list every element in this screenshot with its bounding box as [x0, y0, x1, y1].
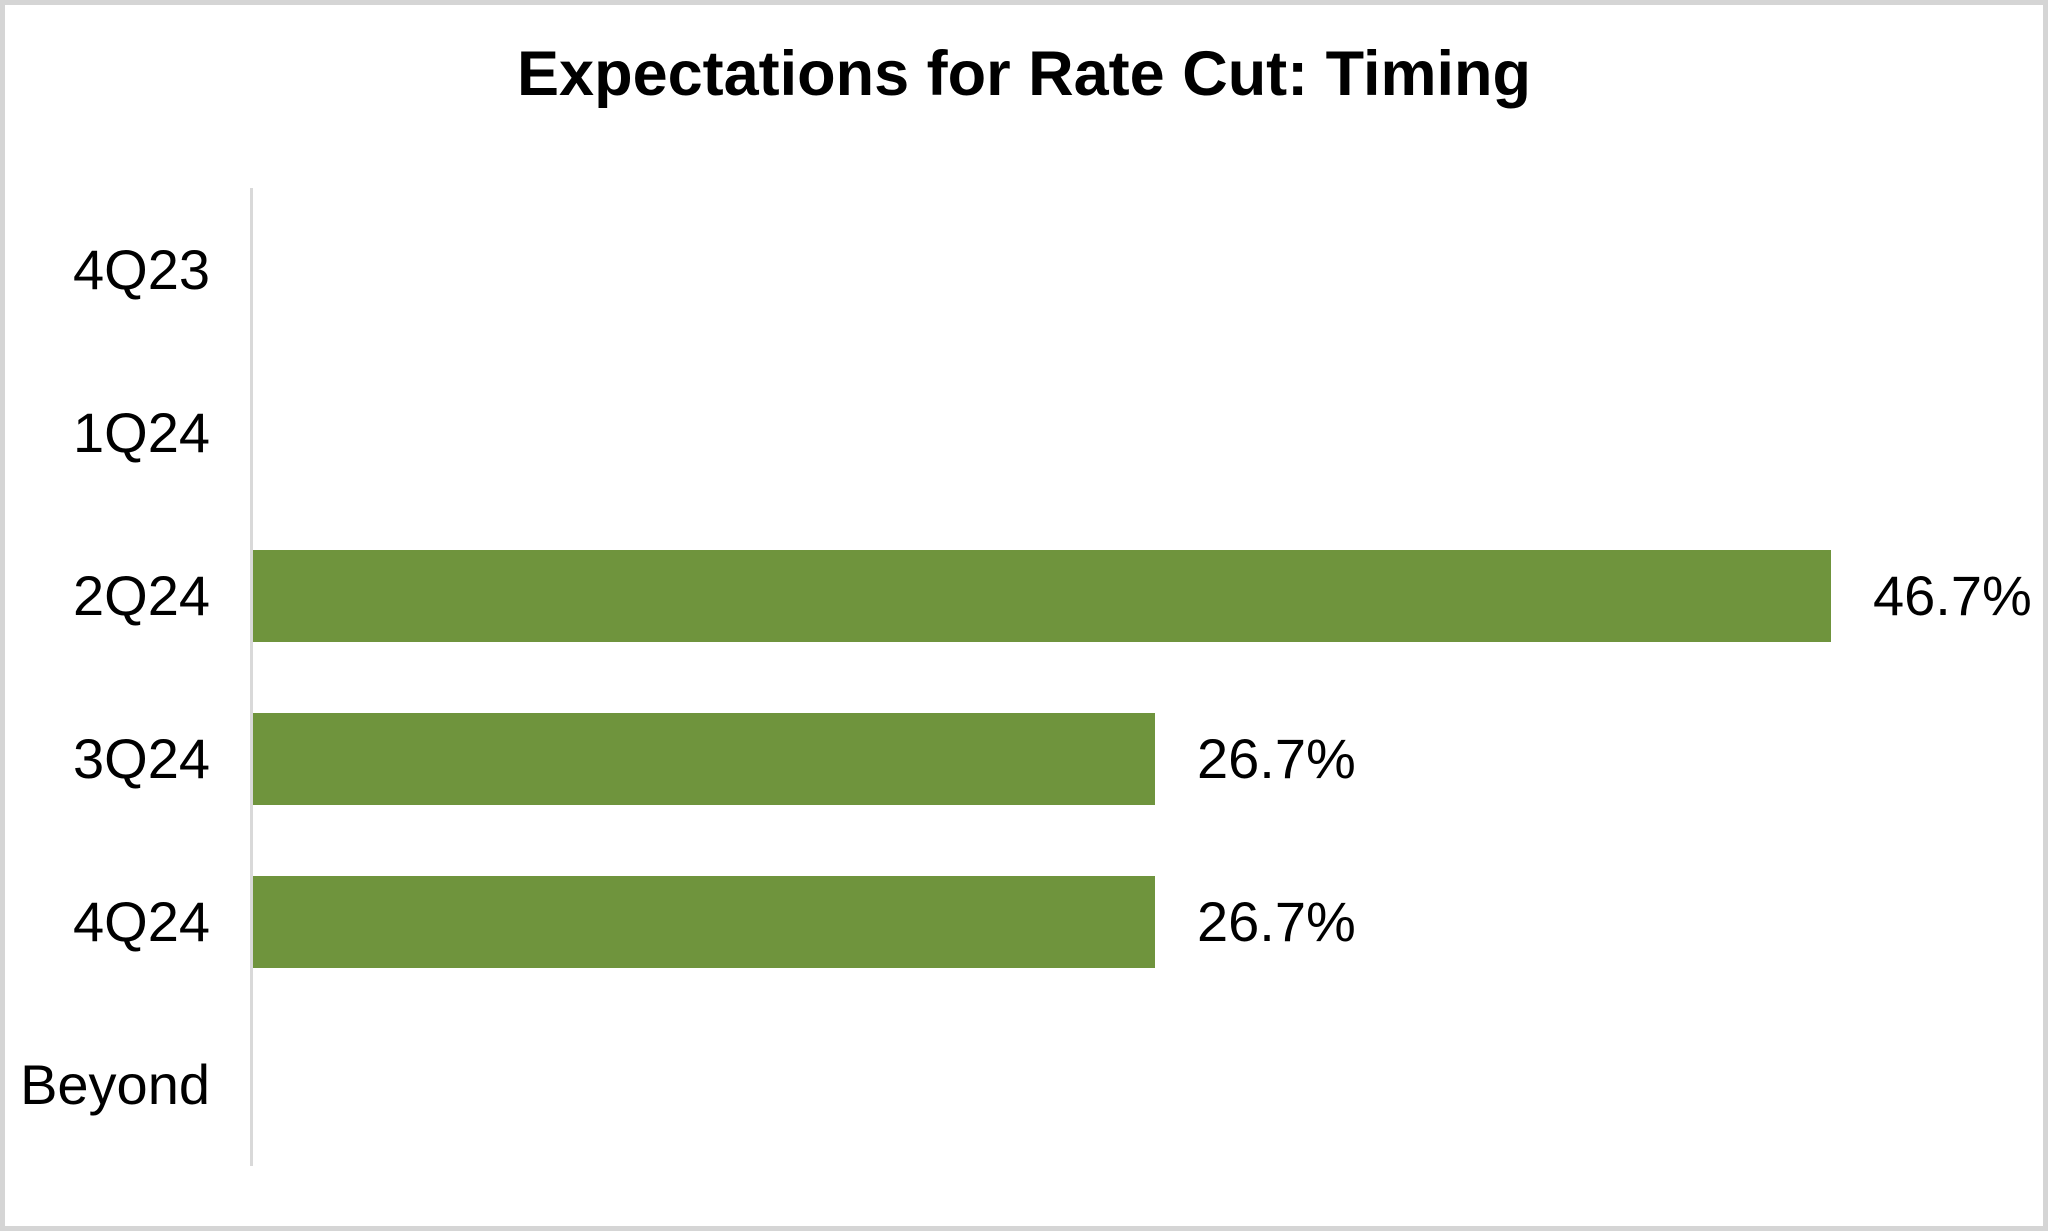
- bar-track: [253, 1003, 2043, 1166]
- bar: [253, 549, 1831, 642]
- bar-row: 3Q24 26.7%: [5, 677, 2043, 840]
- bar: [253, 875, 1155, 968]
- bar-track: [253, 351, 2043, 514]
- bar-track: [253, 188, 2043, 351]
- value-label: 46.7%: [1873, 564, 2032, 627]
- value-label: 26.7%: [1197, 890, 1356, 953]
- bar-row: Beyond: [5, 1003, 2043, 1166]
- bar-row: 4Q23: [5, 188, 2043, 351]
- value-label: 26.7%: [1197, 727, 1356, 790]
- chart-title: Expectations for Rate Cut: Timing: [517, 39, 1531, 109]
- bar-row: 2Q24 46.7%: [5, 514, 2043, 677]
- bar-row: 1Q24: [5, 351, 2043, 514]
- plot-area: 4Q23 1Q24 2Q24 46.7% 3Q24 26.7% 4Q24 26.7% Beyon…: [5, 188, 2043, 1166]
- category-label: 4Q24: [73, 890, 210, 953]
- bar-track: 26.7%: [253, 840, 2043, 1003]
- bar-track: 26.7%: [253, 677, 2043, 840]
- bar-rows: 4Q23 1Q24 2Q24 46.7% 3Q24 26.7% 4Q24 26.7% Beyon…: [5, 188, 2043, 1166]
- category-label: 2Q24: [73, 564, 210, 627]
- category-label: 1Q24: [73, 401, 210, 464]
- bar-track: 46.7%: [253, 514, 2043, 677]
- category-label: 4Q23: [73, 238, 210, 301]
- category-label: 3Q24: [73, 727, 210, 790]
- y-axis-line: [250, 188, 253, 1166]
- bar: [253, 712, 1155, 805]
- category-label: Beyond: [20, 1053, 210, 1116]
- bar-row: 4Q24 26.7%: [5, 840, 2043, 1003]
